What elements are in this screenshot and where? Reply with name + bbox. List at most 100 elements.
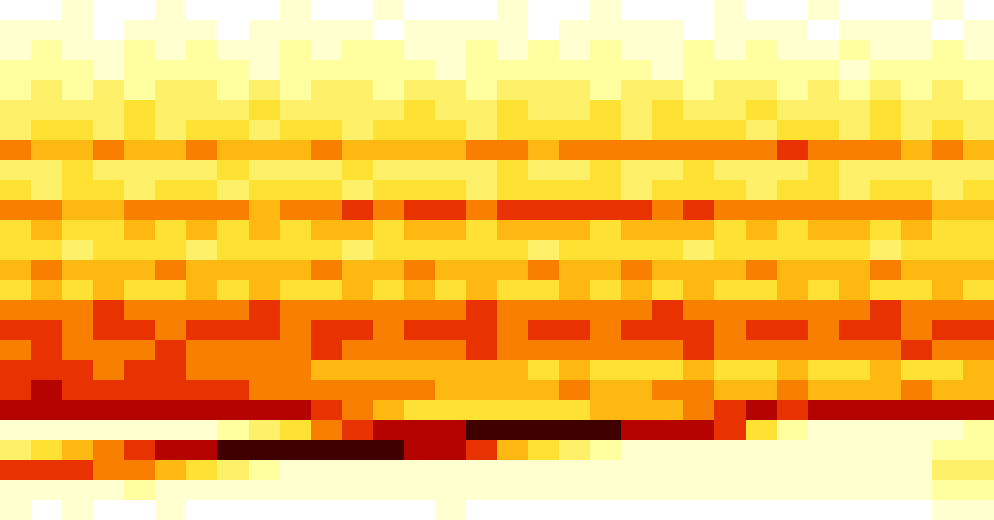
heatmap-cell bbox=[808, 300, 840, 321]
heatmap-cell bbox=[31, 300, 63, 321]
heatmap-cell bbox=[311, 100, 343, 121]
heatmap-cell bbox=[124, 440, 156, 461]
heatmap-cell bbox=[808, 480, 840, 501]
heatmap-cell bbox=[249, 40, 281, 61]
heatmap-cell bbox=[932, 400, 964, 421]
heatmap-cell bbox=[652, 380, 684, 401]
heatmap-cell bbox=[652, 480, 684, 501]
heatmap-cell bbox=[62, 280, 94, 301]
heatmap-cell bbox=[497, 280, 529, 301]
heatmap-cell bbox=[217, 280, 249, 301]
heatmap-cell bbox=[31, 40, 63, 61]
heatmap-cell bbox=[249, 360, 281, 381]
heatmap-cell bbox=[963, 140, 994, 161]
heatmap-cell bbox=[124, 420, 156, 441]
heatmap-cell bbox=[404, 40, 436, 61]
heatmap-cell bbox=[404, 400, 436, 421]
heatmap-cell bbox=[93, 100, 125, 121]
heatmap-cell bbox=[497, 360, 529, 381]
heatmap-cell bbox=[963, 380, 994, 401]
heatmap-cell bbox=[932, 280, 964, 301]
heatmap-cell bbox=[621, 240, 653, 261]
heatmap-cell bbox=[963, 40, 994, 61]
heatmap-cell bbox=[870, 440, 902, 461]
heatmap-cell bbox=[342, 120, 374, 141]
heatmap-cell bbox=[435, 280, 467, 301]
heatmap-cell bbox=[342, 480, 374, 501]
heatmap-cell bbox=[0, 280, 32, 301]
heatmap-cell bbox=[621, 180, 653, 201]
heatmap-cell bbox=[559, 300, 591, 321]
heatmap-cell bbox=[528, 320, 560, 341]
heatmap-cell bbox=[0, 20, 32, 41]
heatmap-cell bbox=[280, 440, 312, 461]
heatmap-cell bbox=[683, 320, 715, 341]
heatmap-cell bbox=[621, 360, 653, 381]
heatmap-cell bbox=[714, 500, 746, 520]
heatmap-cell bbox=[590, 40, 622, 61]
heatmap-cell bbox=[435, 240, 467, 261]
heatmap-cell bbox=[62, 180, 94, 201]
heatmap-cell bbox=[901, 420, 933, 441]
heatmap-cell bbox=[62, 500, 94, 520]
heatmap-cell bbox=[590, 140, 622, 161]
heatmap-cell bbox=[746, 300, 778, 321]
heatmap-cell bbox=[62, 460, 94, 481]
heatmap-cell bbox=[963, 400, 994, 421]
heatmap-cell bbox=[311, 460, 343, 481]
heatmap-cell bbox=[249, 380, 281, 401]
heatmap-cell bbox=[528, 60, 560, 81]
heatmap-cell bbox=[31, 120, 63, 141]
heatmap-cell bbox=[435, 200, 467, 221]
heatmap-cell bbox=[652, 180, 684, 201]
heatmap-cell bbox=[342, 320, 374, 341]
heatmap-cell bbox=[0, 420, 32, 441]
heatmap-cell bbox=[559, 320, 591, 341]
heatmap-cell bbox=[621, 280, 653, 301]
heatmap-cell bbox=[746, 380, 778, 401]
heatmap-cell bbox=[280, 200, 312, 221]
heatmap-cell bbox=[746, 80, 778, 101]
heatmap-cell bbox=[528, 260, 560, 281]
heatmap-cell bbox=[746, 60, 778, 81]
heatmap-cell bbox=[62, 420, 94, 441]
heatmap-cell bbox=[808, 340, 840, 361]
heatmap-cell bbox=[497, 260, 529, 281]
heatmap-cell bbox=[901, 480, 933, 501]
heatmap-cell bbox=[901, 220, 933, 241]
heatmap-cell bbox=[621, 460, 653, 481]
heatmap-cell bbox=[777, 320, 809, 341]
heatmap-cell bbox=[808, 120, 840, 141]
heatmap-cell bbox=[93, 500, 125, 520]
heatmap-cell bbox=[683, 240, 715, 261]
heatmap-cell bbox=[932, 300, 964, 321]
heatmap-cell bbox=[683, 140, 715, 161]
heatmap-cell bbox=[963, 440, 994, 461]
heatmap-cell bbox=[559, 380, 591, 401]
heatmap-cell bbox=[714, 280, 746, 301]
heatmap-cell bbox=[466, 240, 498, 261]
heatmap-cell bbox=[0, 120, 32, 141]
heatmap-cell bbox=[621, 0, 653, 21]
heatmap-cell bbox=[683, 160, 715, 181]
heatmap-cell bbox=[373, 120, 405, 141]
heatmap-cell bbox=[280, 60, 312, 81]
heatmap-cell bbox=[839, 400, 871, 421]
heatmap-cell bbox=[497, 420, 529, 441]
heatmap-cell bbox=[0, 480, 32, 501]
heatmap-cell bbox=[683, 200, 715, 221]
heatmap-cell bbox=[249, 460, 281, 481]
heatmap-cell bbox=[93, 200, 125, 221]
heatmap-cell bbox=[435, 0, 467, 21]
heatmap-cell bbox=[901, 180, 933, 201]
heatmap-cell bbox=[559, 440, 591, 461]
heatmap-cell bbox=[62, 480, 94, 501]
heatmap-cell bbox=[93, 460, 125, 481]
heatmap-cell bbox=[155, 340, 187, 361]
heatmap-cell bbox=[683, 180, 715, 201]
heatmap-cell bbox=[249, 20, 281, 41]
heatmap-cell bbox=[311, 440, 343, 461]
heatmap-cell bbox=[621, 400, 653, 421]
heatmap-cell bbox=[93, 260, 125, 281]
heatmap-cell bbox=[0, 380, 32, 401]
